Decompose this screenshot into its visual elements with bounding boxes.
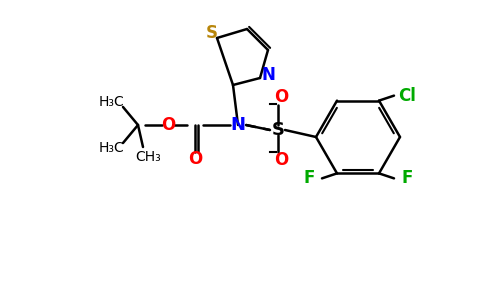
Text: CH₃: CH₃ [135,150,161,164]
Text: S: S [272,121,285,139]
Text: H₃C: H₃C [98,141,124,155]
Text: N: N [230,116,245,134]
Text: F: F [303,169,315,188]
Text: O: O [188,150,202,168]
Text: O: O [274,88,288,106]
Text: H₃C: H₃C [98,95,124,109]
Text: S: S [206,24,218,42]
Text: Cl: Cl [398,87,416,105]
Text: O: O [161,116,175,134]
Text: O: O [274,151,288,169]
Text: N: N [261,66,275,84]
Text: F: F [401,169,413,188]
